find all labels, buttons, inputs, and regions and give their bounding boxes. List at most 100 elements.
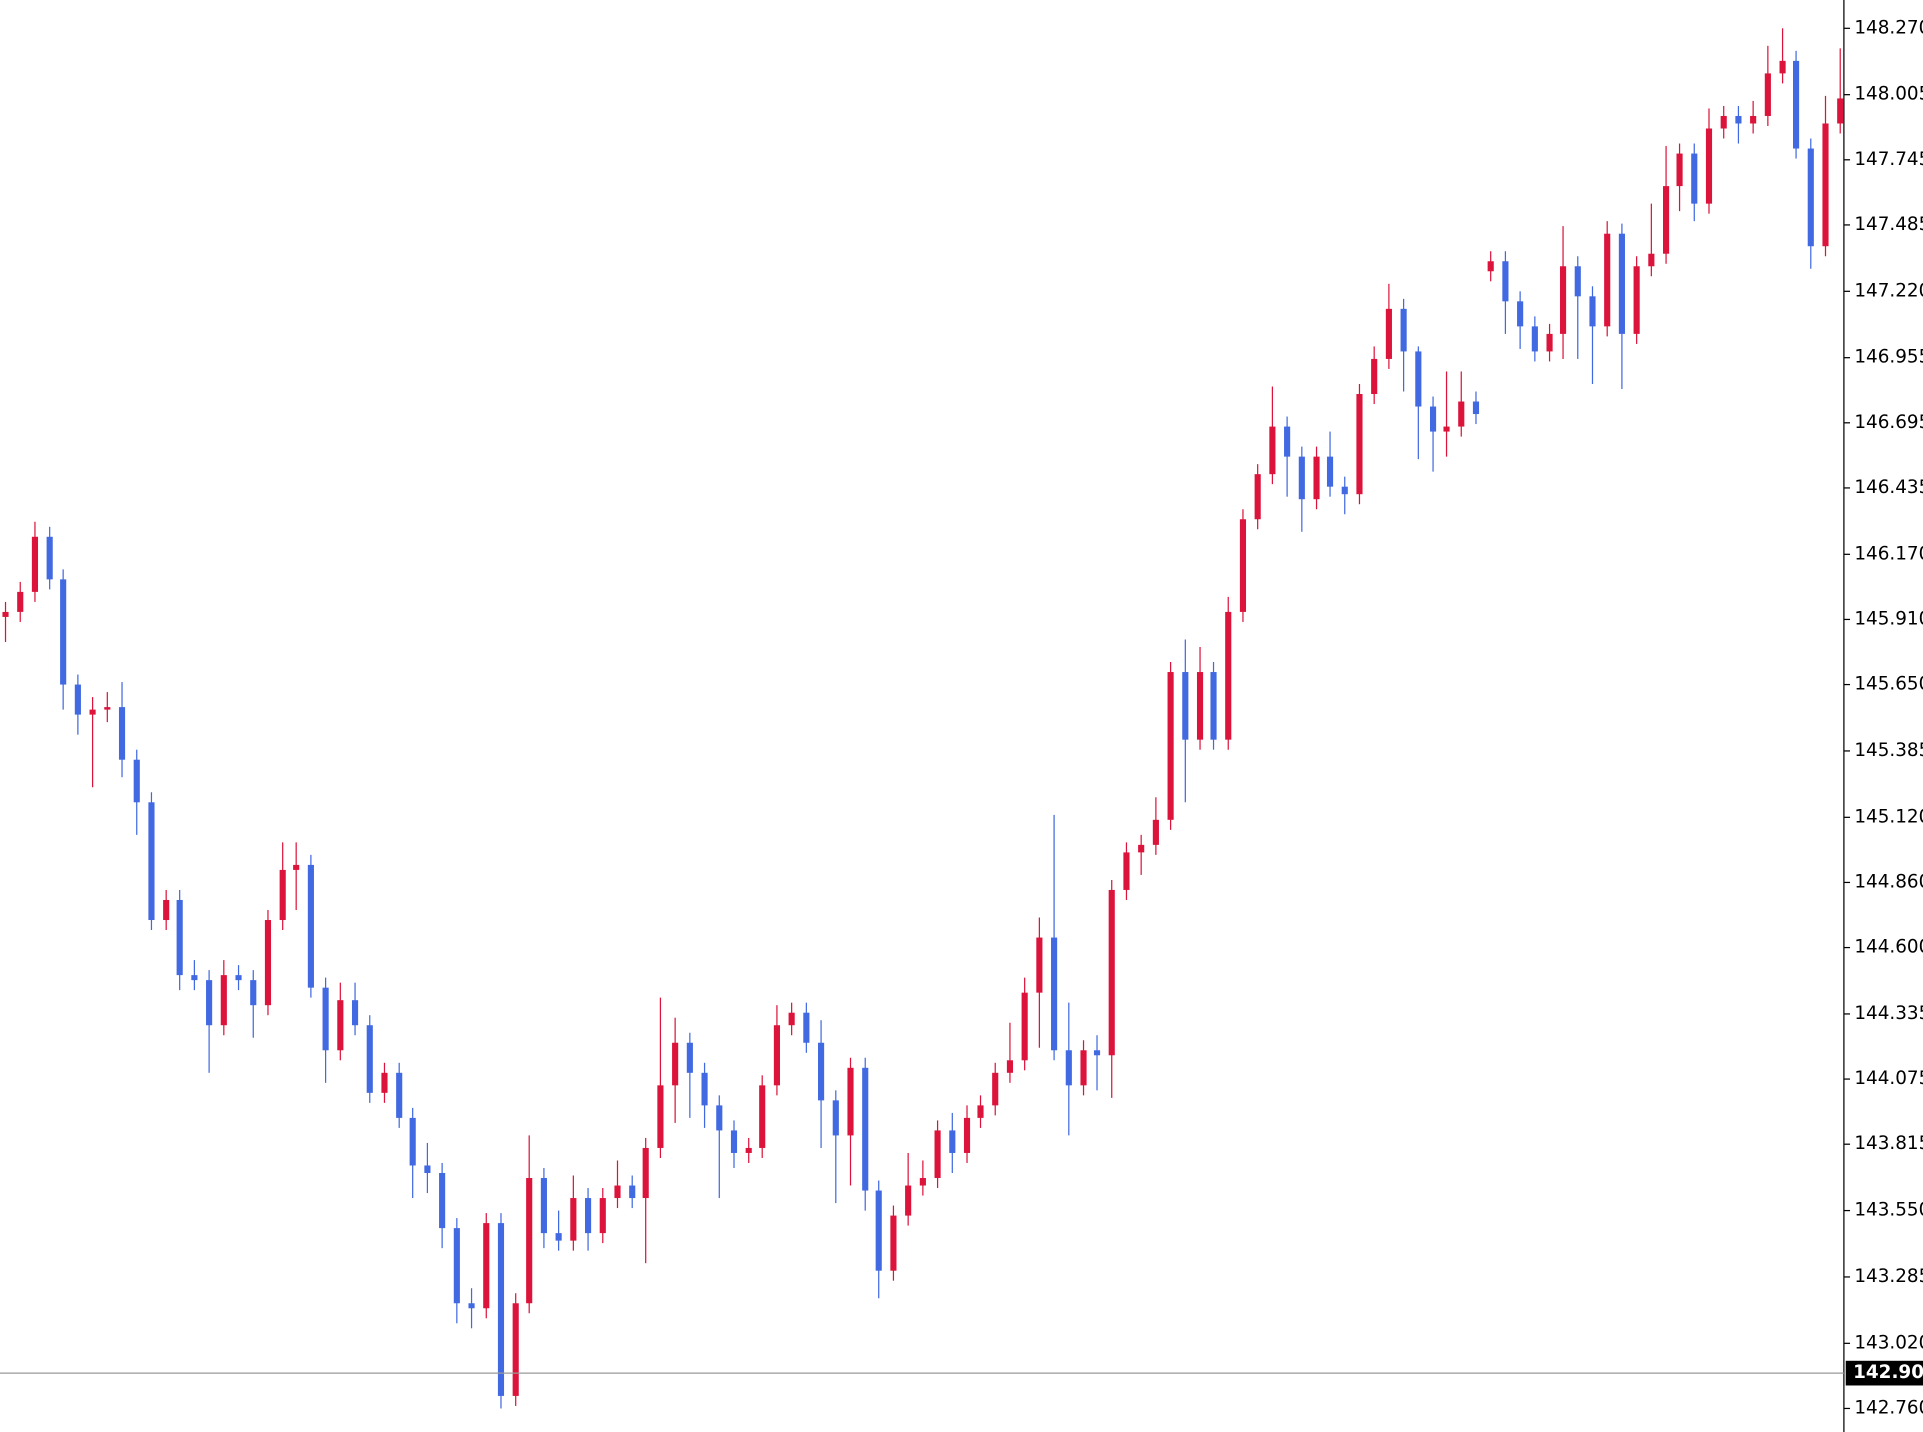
y-tick-label: 146.170 bbox=[1854, 543, 1923, 564]
candle-body bbox=[1167, 672, 1174, 820]
candle-body bbox=[992, 1072, 999, 1106]
candle-body bbox=[337, 1000, 344, 1051]
candle-body bbox=[686, 1042, 693, 1073]
y-tick-label: 145.385 bbox=[1854, 740, 1923, 761]
candle-body bbox=[191, 975, 198, 981]
candle-body bbox=[1822, 123, 1829, 247]
candle-body bbox=[46, 536, 53, 580]
candle-body bbox=[1559, 266, 1567, 334]
candle-body bbox=[1807, 148, 1814, 247]
y-tick-label: 144.860 bbox=[1854, 871, 1923, 892]
candle-body bbox=[1837, 98, 1844, 124]
candle-body bbox=[31, 536, 39, 592]
candle-body bbox=[832, 1100, 839, 1136]
candle-body bbox=[2, 611, 9, 617]
candle-body bbox=[570, 1198, 577, 1241]
candle-body bbox=[104, 707, 111, 710]
candle-body bbox=[74, 684, 81, 715]
candle-body bbox=[1793, 60, 1800, 149]
candle-body bbox=[118, 707, 126, 760]
y-tick-label: 143.020 bbox=[1854, 1332, 1923, 1353]
candle-body bbox=[235, 975, 242, 981]
candle-body bbox=[497, 1223, 505, 1396]
candle-body bbox=[555, 1233, 562, 1241]
candle-body bbox=[89, 709, 96, 715]
candle-body bbox=[1705, 128, 1713, 204]
y-tick-label: 143.815 bbox=[1854, 1133, 1923, 1154]
candle-body bbox=[629, 1185, 636, 1199]
candle-body bbox=[1443, 426, 1450, 432]
candle-body bbox=[1618, 233, 1625, 334]
candle-body bbox=[1429, 406, 1437, 432]
candle-body bbox=[963, 1117, 971, 1153]
candle-body bbox=[1021, 992, 1028, 1061]
candle-body bbox=[1036, 937, 1043, 993]
candle-body bbox=[1458, 401, 1465, 427]
y-tick-label: 147.485 bbox=[1854, 214, 1923, 235]
y-tick-label: 146.435 bbox=[1854, 477, 1923, 498]
candle-body bbox=[1138, 844, 1145, 853]
candle-body bbox=[642, 1147, 649, 1199]
candle-body bbox=[1065, 1050, 1072, 1086]
candle-body bbox=[1225, 611, 1232, 740]
candle-body bbox=[890, 1215, 897, 1271]
y-tick-label: 145.910 bbox=[1854, 608, 1923, 629]
candle-body bbox=[366, 1025, 373, 1093]
candle-body bbox=[381, 1072, 388, 1093]
candle-body bbox=[1080, 1050, 1087, 1086]
candle-body bbox=[1254, 474, 1261, 520]
candle-body bbox=[1589, 296, 1596, 327]
candle-body bbox=[1691, 153, 1698, 204]
candle-body bbox=[396, 1072, 403, 1118]
candle-body bbox=[818, 1042, 825, 1101]
candle-body bbox=[1663, 186, 1670, 254]
candle-body bbox=[453, 1228, 460, 1304]
candle-body bbox=[163, 899, 170, 921]
candle-body bbox=[1269, 426, 1276, 475]
y-tick-label: 147.745 bbox=[1854, 149, 1923, 170]
y-tick-label: 143.285 bbox=[1854, 1266, 1923, 1287]
candle-body bbox=[1764, 73, 1771, 116]
candle-body bbox=[1123, 852, 1130, 890]
candle-body bbox=[512, 1303, 519, 1396]
y-tick-label: 144.335 bbox=[1854, 1003, 1923, 1024]
candle-body bbox=[540, 1178, 547, 1234]
candle-body bbox=[1735, 115, 1742, 124]
candle-body bbox=[599, 1198, 606, 1234]
candle-body bbox=[1108, 889, 1115, 1056]
candle-body bbox=[133, 759, 140, 803]
candle-body bbox=[1472, 401, 1480, 415]
candle-body bbox=[701, 1072, 708, 1106]
candle-body bbox=[949, 1130, 956, 1153]
candle-body bbox=[483, 1223, 490, 1309]
candle-body bbox=[1093, 1050, 1101, 1056]
candle-body bbox=[307, 864, 314, 988]
candle-body bbox=[1415, 351, 1422, 407]
candle-body bbox=[1531, 326, 1538, 352]
candle-body bbox=[614, 1185, 621, 1199]
candle-body bbox=[1517, 301, 1524, 327]
candle-body bbox=[17, 591, 24, 612]
candle-body bbox=[264, 920, 272, 1006]
candle-body bbox=[1385, 308, 1392, 359]
y-tick-label: 147.220 bbox=[1854, 280, 1923, 301]
candle-body bbox=[803, 1012, 810, 1043]
candle-body bbox=[351, 1000, 359, 1026]
current-price-box bbox=[1845, 1360, 1923, 1386]
candle-body bbox=[875, 1190, 882, 1271]
candle-body bbox=[905, 1185, 912, 1216]
y-tick-label: 145.120 bbox=[1854, 806, 1923, 827]
candle-body bbox=[1487, 261, 1494, 272]
y-tick-label: 148.005 bbox=[1854, 84, 1923, 105]
candle-body bbox=[1051, 937, 1058, 1051]
candle-body bbox=[424, 1165, 431, 1174]
candle-body bbox=[1720, 115, 1727, 129]
candle-body bbox=[1210, 672, 1217, 740]
current-price-label: 142.901 bbox=[1853, 1362, 1923, 1383]
candle-body bbox=[1371, 358, 1378, 395]
candle-body bbox=[60, 579, 67, 685]
candle-body bbox=[919, 1178, 926, 1186]
candle-body bbox=[1779, 60, 1786, 74]
candle-body bbox=[934, 1130, 941, 1179]
